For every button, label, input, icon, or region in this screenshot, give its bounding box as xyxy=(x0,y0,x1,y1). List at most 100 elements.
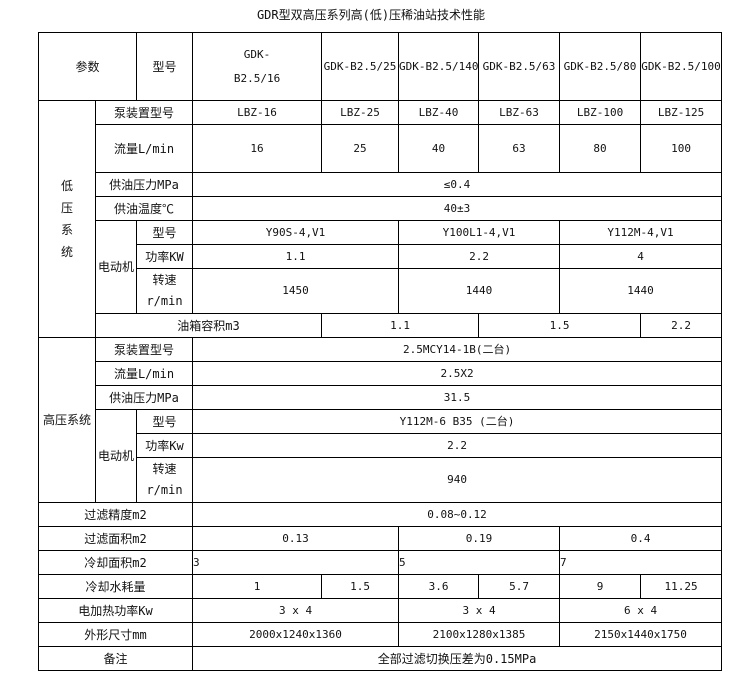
row-label: 电加热功率Kw xyxy=(37,598,194,623)
cell: 1.1 xyxy=(321,313,480,338)
cell: LBZ-25 xyxy=(321,100,400,125)
cell: 100 xyxy=(640,124,723,173)
model-cell: GDK-B2.5/140 xyxy=(398,32,480,101)
table-row: 流量L/min 2.5X2 xyxy=(39,361,723,386)
row-label: 备注 xyxy=(37,646,194,671)
row-label: 过滤面积m2 xyxy=(37,526,194,551)
row-label: 流量L/min xyxy=(94,361,194,386)
cell: 3 xyxy=(192,550,400,575)
cell: Y112M-6 B35 (二台) xyxy=(192,409,723,434)
cell: 全部过滤切换压差为0.15MPa xyxy=(192,646,723,671)
header-row: 参数 型号 GDK- B2.5/16 GDK-B2.5/25 GDK-B2.5/1… xyxy=(37,32,723,101)
row-label: 转速 r/min xyxy=(136,457,194,503)
table-row: 转速 r/min 1450 1440 1440 xyxy=(39,268,723,314)
char: 压 xyxy=(60,201,73,215)
cell: 3 x 4 xyxy=(398,598,561,623)
row-label: 功率Kw xyxy=(136,433,194,458)
cell: 1440 xyxy=(398,268,561,314)
cell: 0.13 xyxy=(192,526,400,551)
cell: 40 xyxy=(398,124,480,173)
row-label: 流量L/min xyxy=(94,124,194,173)
cell: LBZ-100 xyxy=(559,100,642,125)
cell: 6 x 4 xyxy=(559,598,723,623)
table-row: 功率KW 1.1 2.2 4 xyxy=(39,244,723,269)
cell: 5.7 xyxy=(478,574,561,599)
cell: 80 xyxy=(559,124,642,173)
table-row: 过滤精度m2 0.08~0.12 xyxy=(37,502,723,527)
row-label: 油箱容积m3 xyxy=(94,313,323,338)
cell: 3.6 xyxy=(398,574,480,599)
row-label: 供油压力MPa xyxy=(94,385,194,410)
row-label: 转速 r/min xyxy=(136,268,194,314)
table-row: 高压系统 泵装置型号 2.5MCY14-1B(二台) xyxy=(38,337,723,503)
label-line: 转速 xyxy=(152,462,177,476)
model-line: GDK- xyxy=(243,47,271,61)
motor-label: 电动机 xyxy=(94,220,138,314)
cell: 25 xyxy=(321,124,400,173)
row-label: 泵装置型号 xyxy=(94,337,194,362)
cell: 1450 xyxy=(192,268,400,314)
row-label: 供油温度℃ xyxy=(94,196,194,221)
table-row: 外形尺寸mm 2000x1240x1360 2100x1280x1385 215… xyxy=(37,622,723,647)
model-cell: GDK-B2.5/63 xyxy=(478,32,561,101)
table-row: 功率Kw 2.2 xyxy=(39,433,723,458)
model-line: B2.5/16 xyxy=(233,71,281,85)
cell: 2.5X2 xyxy=(192,361,723,386)
model-cell: GDK-B2.5/25 xyxy=(321,32,400,101)
row-label: 冷却面积m2 xyxy=(37,550,194,575)
table-row: 冷却面积m2 3 5 7 xyxy=(37,550,723,575)
cell: 0.08~0.12 xyxy=(192,502,723,527)
cell: 2150x1440x1750 xyxy=(559,622,723,647)
label-line: 转速 xyxy=(152,273,177,287)
cell: 1440 xyxy=(559,268,723,314)
table-row: 油箱容积m3 1.1 1.5 2.2 xyxy=(39,313,723,338)
cell: 9 xyxy=(559,574,642,599)
cell: LBZ-16 xyxy=(192,100,323,125)
cell: 1 xyxy=(192,574,323,599)
cell: 1.1 xyxy=(192,244,400,269)
table-row: 电动机 型号 Y112M-6 B35 (二台) xyxy=(39,409,723,503)
table-row: 备注 全部过滤切换压差为0.15MPa xyxy=(37,646,723,671)
row-label: 型号 xyxy=(136,409,194,434)
cell: 0.4 xyxy=(559,526,723,551)
table-row: 过滤面积m2 0.13 0.19 0.4 xyxy=(37,526,723,551)
cell: 2100x1280x1385 xyxy=(398,622,561,647)
label-line: r/min xyxy=(146,294,183,308)
cell: 4 xyxy=(559,244,723,269)
motor-label: 电动机 xyxy=(94,409,138,503)
row-label: 供油压力MPa xyxy=(94,172,194,197)
cell: 940 xyxy=(192,457,723,503)
table-row: 低压系统 泵装置型号 LBZ-16 LBZ-25 LBZ-40 LBZ-63 L… xyxy=(38,100,723,338)
char: 统 xyxy=(60,245,73,259)
cell: 2.2 xyxy=(398,244,561,269)
row-label: 过滤精度m2 xyxy=(37,502,194,527)
table-row: 流量L/min 16 25 40 63 80 100 xyxy=(39,124,723,173)
table-row: 转速 r/min 940 xyxy=(39,457,723,503)
table-row: 电加热功率Kw 3 x 4 3 x 4 6 x 4 xyxy=(37,598,723,623)
cell: 63 xyxy=(478,124,561,173)
row-label: 泵装置型号 xyxy=(94,100,194,125)
table-row: 供油温度℃ 40±3 xyxy=(39,196,723,221)
cell: 11.25 xyxy=(640,574,723,599)
param-header: 参数 xyxy=(37,32,138,101)
table-row: 供油压力MPa ≤0.4 xyxy=(39,172,723,197)
cell: 7 xyxy=(559,550,723,575)
cell: 31.5 xyxy=(192,385,723,410)
char: 系 xyxy=(60,223,73,237)
model-header: 型号 xyxy=(136,32,194,101)
cell: ≤0.4 xyxy=(192,172,723,197)
cell: 2.2 xyxy=(192,433,723,458)
cell: 2.2 xyxy=(640,313,723,338)
cell: LBZ-125 xyxy=(640,100,723,125)
page-title: GDR型双高压系列高(低)压稀油站技术性能 xyxy=(256,8,486,22)
char: 低 xyxy=(60,179,73,193)
model-cell: GDK-B2.5/80 xyxy=(559,32,642,101)
row-label: 功率KW xyxy=(136,244,194,269)
low-pressure-group-label: 低压系统 xyxy=(38,100,96,338)
model-cell: GDK-B2.5/100 xyxy=(640,32,723,101)
model-cell: GDK- B2.5/16 xyxy=(192,32,323,101)
table-row: 电动机 型号 Y90S-4,V1 Y100L1-4,V1 Y112M-4,V1 xyxy=(39,220,723,314)
label-line: r/min xyxy=(146,483,183,497)
table-row: 供油压力MPa 31.5 xyxy=(39,385,723,410)
cell: 5 xyxy=(398,550,561,575)
